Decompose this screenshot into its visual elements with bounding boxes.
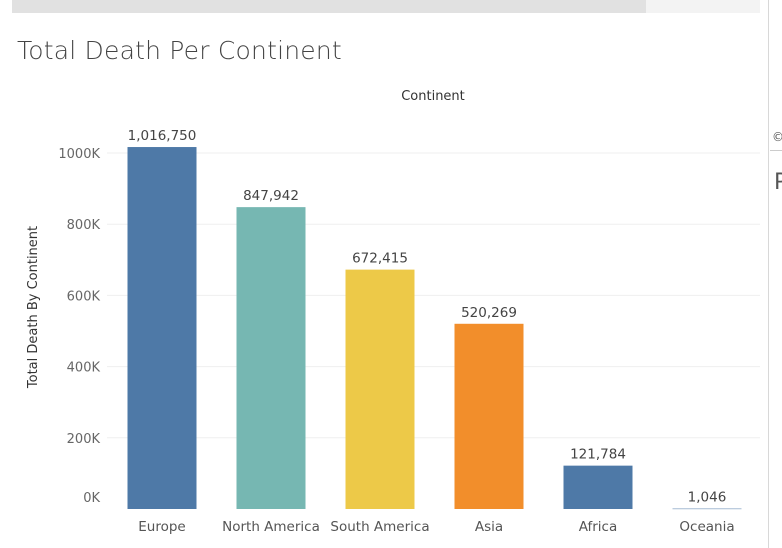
horizontal-scrollbar-track[interactable] [646, 0, 760, 13]
data-label: 1,046 [688, 490, 727, 506]
bars [127, 147, 742, 510]
y-tick-label: 1000K [58, 147, 100, 162]
category-label: South America [330, 519, 429, 535]
y-tick-label: 200K [67, 432, 101, 447]
data-labels: 1,016,750 847,942 672,415 520,269 121,784 1,0… [128, 128, 727, 506]
category-label: Europe [138, 519, 185, 535]
bar-oceania[interactable] [672, 508, 742, 510]
y-tick-label: 400K [67, 361, 101, 376]
category-label: Africa [579, 519, 618, 535]
side-panel-mark: © [772, 130, 782, 144]
chart-title: Total Death Per Continent [17, 36, 342, 65]
y-tick-label: 800K [67, 218, 101, 233]
bar-asia[interactable] [454, 323, 524, 509]
y-tick-label: 0K [83, 491, 100, 506]
data-label: 121,784 [570, 447, 626, 463]
y-axis-label: Total Death By Continent [26, 226, 41, 389]
data-label: 1,016,750 [128, 128, 197, 144]
side-panel-rule [770, 150, 782, 151]
bar-europe[interactable] [127, 147, 197, 510]
category-label: Asia [475, 519, 503, 535]
panel-divider [768, 0, 769, 548]
column-header: Continent [401, 89, 465, 104]
bar-south-america[interactable] [345, 269, 415, 509]
side-panel-letter: P [774, 170, 782, 195]
y-axis-ticks: 0K 200K 400K 600K 800K 1000K [58, 147, 100, 506]
y-tick-label: 600K [67, 289, 101, 304]
category-labels: Europe North America South America Asia Afri… [138, 519, 734, 535]
bar-africa[interactable] [563, 465, 633, 509]
data-label: 520,269 [461, 305, 517, 321]
bar-north-america[interactable] [236, 207, 306, 510]
horizontal-scrollbar-thumb[interactable] [12, 0, 646, 13]
gridlines [107, 152, 760, 439]
category-label: Oceania [679, 519, 734, 535]
data-label: 847,942 [243, 188, 299, 204]
category-label: North America [222, 519, 320, 535]
data-label: 672,415 [352, 251, 408, 267]
